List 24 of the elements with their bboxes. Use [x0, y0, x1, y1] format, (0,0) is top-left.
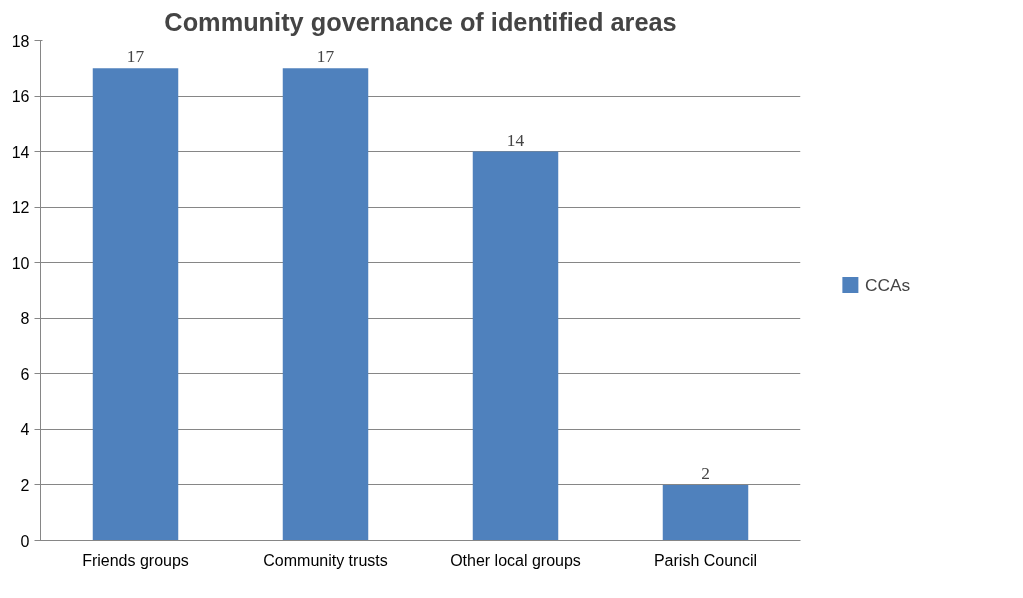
x-tick-label: Friends groups	[82, 551, 189, 569]
data-label: 17	[126, 47, 145, 67]
data-label: 17	[316, 47, 335, 67]
bar	[662, 484, 749, 541]
y-tick-label: 18	[11, 32, 30, 50]
y-tick-label: 0	[20, 532, 30, 550]
y-tick-label: 12	[11, 199, 30, 217]
y-tick-label: 14	[11, 143, 30, 161]
legend-label: CCAs	[864, 274, 911, 295]
data-label: 2	[701, 463, 710, 483]
y-tick-label: 8	[20, 310, 30, 328]
y-tick-label: 16	[11, 88, 30, 106]
bar	[472, 151, 559, 541]
data-label: 14	[506, 130, 525, 150]
y-tick-label: 10	[11, 254, 30, 272]
y-tick-label: 6	[20, 365, 30, 383]
bar	[92, 68, 179, 541]
chart-title: Community governance of identified areas	[164, 7, 677, 36]
y-tick-label: 4	[20, 421, 30, 439]
bar	[282, 68, 369, 541]
x-tick-label: Parish Council	[653, 551, 758, 569]
x-tick-label: Community trusts	[263, 551, 388, 569]
x-tick-label: Other local groups	[450, 551, 581, 569]
y-tick-label: 2	[20, 476, 30, 494]
